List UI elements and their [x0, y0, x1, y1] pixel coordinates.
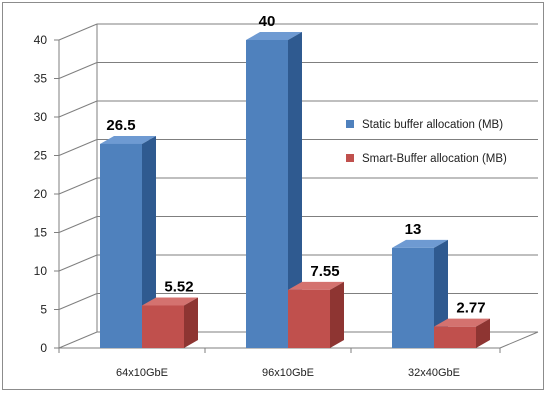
x-tick-label: 32x40GbE	[408, 367, 460, 379]
bar-front-face	[288, 289, 330, 348]
bar-front-face	[434, 326, 476, 348]
data-labels: 26.5 5.52 40 7.55 13 2.77	[106, 13, 485, 317]
y-tick-label: 40	[34, 33, 48, 47]
bar-top-face	[434, 318, 490, 327]
y-tick-label: 5	[40, 303, 47, 317]
y-tick-label: 35	[34, 72, 48, 86]
bar-side-face	[476, 318, 490, 348]
bar-top-face	[142, 297, 198, 306]
data-label: 7.55	[310, 263, 339, 280]
data-label: 13	[405, 221, 422, 238]
bar-front-face	[392, 247, 434, 348]
legend-swatch-smart	[346, 154, 354, 162]
x-tick-label: 96x10GbE	[262, 367, 314, 379]
bar-side-face	[330, 281, 344, 348]
x-tick-label: 64x10GbE	[116, 367, 168, 379]
legend: Static buffer allocation (MB) Smart-Buff…	[346, 119, 507, 165]
bar-front-face	[142, 305, 184, 348]
y-tick-label: 30	[34, 110, 48, 124]
bar	[288, 281, 344, 348]
bar-top-face	[246, 32, 302, 40]
gridline-diagonal	[58, 293, 98, 310]
floor-edge-right	[499, 331, 539, 349]
y-tick-label: 0	[40, 341, 47, 355]
gridline-diagonal	[58, 331, 98, 349]
data-label: 40	[259, 13, 276, 30]
y-tick-label: 10	[34, 264, 48, 278]
y-tick-label: 25	[34, 149, 48, 163]
bar	[392, 239, 448, 348]
bar-top-face	[100, 135, 156, 144]
gridline-diagonal	[58, 216, 98, 233]
bars	[100, 32, 490, 348]
bar	[434, 318, 490, 348]
gridline-diagonal	[58, 62, 98, 79]
bar	[246, 32, 302, 348]
gridline-diagonal	[58, 177, 98, 195]
y-tick-label: 15	[34, 226, 48, 240]
bar-top-face	[392, 239, 448, 248]
bar	[142, 297, 198, 348]
legend-label-smart: Smart-Buffer allocation (MB)	[362, 153, 507, 165]
gridline-diagonal	[58, 254, 98, 272]
gridline-diagonal	[58, 23, 98, 41]
bar	[100, 135, 156, 348]
bar-front-face	[246, 40, 288, 348]
y-tick-label: 20	[34, 187, 48, 201]
bar-top-face	[288, 281, 344, 290]
data-label: 2.77	[456, 300, 485, 317]
data-label: 26.5	[106, 117, 135, 134]
gridline-diagonal	[58, 139, 98, 156]
data-label: 5.52	[164, 278, 193, 295]
bar-front-face	[100, 143, 142, 348]
bar-side-face	[184, 297, 198, 348]
gridline-diagonal	[58, 100, 98, 118]
legend-swatch-static	[346, 120, 354, 128]
bar-side-face	[142, 135, 156, 348]
legend-label-static: Static buffer allocation (MB)	[362, 119, 503, 131]
bar-side-face	[288, 32, 302, 348]
